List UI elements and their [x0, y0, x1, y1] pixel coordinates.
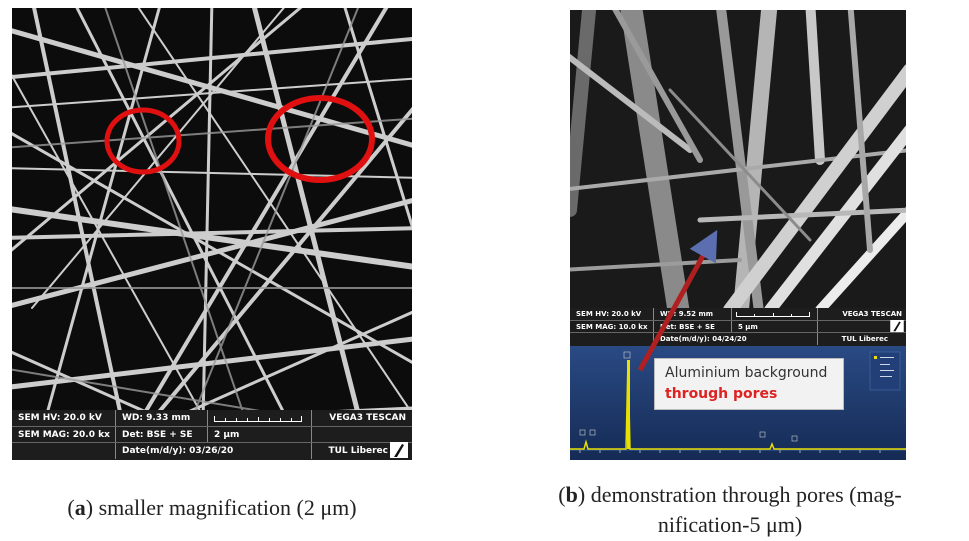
pore-highlight-circle-1 — [104, 107, 182, 175]
detector-label: Det: BSE + SE — [654, 321, 732, 333]
scale-bar-cell — [732, 308, 818, 320]
sem-hv-label: SEM HV: 20.0 kV — [12, 410, 116, 426]
sem-hv-label: SEM HV: 20.0 kV — [570, 308, 654, 320]
pore-highlight-circle-2 — [265, 95, 375, 183]
aluminium-peak — [627, 360, 630, 449]
caption-b: (b) demonstration through pores (mag- ni… — [500, 480, 960, 540]
eds-annotation-line1: Aluminium background — [665, 365, 828, 381]
eds-annotation-line2: through pores — [665, 386, 778, 402]
tescan-logo-icon — [890, 320, 904, 332]
eds-annotation-box: Aluminium background through pores — [654, 358, 844, 410]
caption-a: (a) smaller magnification (2 μm) — [67, 495, 357, 520]
lab-label: TUL Liberec — [328, 446, 388, 456]
sem-image-panel-b: SEM HV: 20.0 kV WD: 9.52 mm VEGA3 TESCAN… — [570, 10, 906, 460]
sem-wd-label: WD: 9.52 mm — [654, 308, 732, 320]
date-label: Date(m/d/y): 03/26/20 — [116, 443, 312, 459]
scale-label: 2 μm — [208, 427, 312, 443]
nanofiber-sem-image-b — [570, 10, 906, 310]
caption-b-text-1: ) demonstration through pores (mag- — [577, 482, 902, 507]
tescan-logo-icon — [390, 442, 408, 458]
date-label: Date(m/d/y): 04/24/20 — [654, 333, 818, 345]
sem-wd-label: WD: 9.33 mm — [116, 410, 208, 426]
nanofiber-sem-image-a — [12, 8, 412, 460]
scale-bar — [214, 413, 302, 422]
sem-image-panel-a: SEM HV: 20.0 kV WD: 9.33 mm VEGA3 TESCAN… — [12, 8, 412, 460]
sem-data-bar-a: SEM HV: 20.0 kV WD: 9.33 mm VEGA3 TESCAN… — [12, 410, 412, 460]
caption-a-text: ) smaller magnification (2 μm) — [85, 495, 357, 520]
caption-a-label: a — [74, 495, 86, 520]
pore-arrow — [637, 229, 718, 372]
scale-bar-cell — [208, 410, 312, 426]
lab-label: TUL Liberec — [841, 335, 888, 343]
scale-label: 5 μm — [732, 321, 818, 333]
caption-b-label: b — [565, 482, 578, 507]
scale-bar — [736, 310, 810, 317]
sem-mag-label: SEM MAG: 10.0 kx — [570, 321, 654, 333]
microscope-brand: VEGA3 TESCAN — [329, 413, 406, 423]
sem-mag-label: SEM MAG: 20.0 kx — [12, 427, 116, 443]
detector-label: Det: BSE + SE — [116, 427, 208, 443]
caption-b-text-2: nification-5 μm) — [657, 512, 803, 537]
microscope-brand: VEGA3 TESCAN — [842, 310, 902, 318]
